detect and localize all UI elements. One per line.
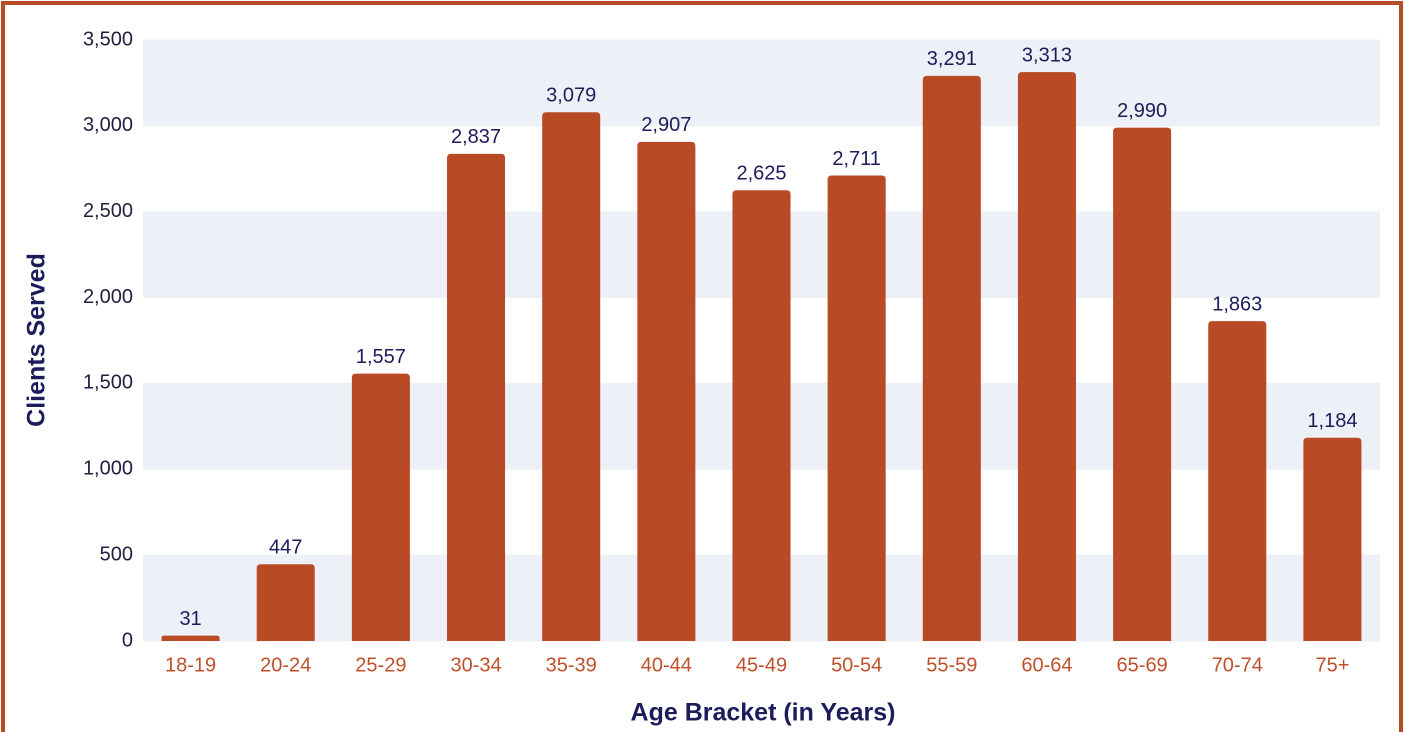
bar xyxy=(827,175,886,641)
y-tick-label: 0 xyxy=(122,629,133,651)
value-label: 447 xyxy=(269,537,302,559)
x-tick-label: 20-24 xyxy=(260,654,311,676)
value-label: 3,079 xyxy=(546,85,596,107)
bar xyxy=(542,112,601,641)
y-tick-label: 2,500 xyxy=(83,200,133,222)
value-label: 2,990 xyxy=(1117,100,1167,122)
value-label: 2,711 xyxy=(832,148,881,170)
x-tick-label: 70-74 xyxy=(1212,654,1263,676)
x-tick-label: 75+ xyxy=(1315,654,1349,676)
x-axis-title: Age Bracket (in Years) xyxy=(631,699,896,727)
value-label: 2,625 xyxy=(736,163,786,185)
x-tick-label: 45-49 xyxy=(736,654,787,676)
x-tick-label: 35-39 xyxy=(546,654,597,676)
value-label: 1,184 xyxy=(1307,410,1357,432)
bar xyxy=(1208,321,1267,641)
x-tick-label: 60-64 xyxy=(1021,654,1072,676)
value-label: 1,863 xyxy=(1212,293,1262,315)
x-tick-label: 55-59 xyxy=(926,654,977,676)
y-tick-label: 2,000 xyxy=(83,286,133,308)
value-label: 2,907 xyxy=(641,114,691,136)
y-axis-title: Clients Served xyxy=(23,253,51,427)
x-tick-label: 30-34 xyxy=(450,654,501,676)
x-tick-label: 40-44 xyxy=(641,654,692,676)
bar xyxy=(161,635,220,641)
grid-band xyxy=(143,40,1380,126)
value-label: 1,557 xyxy=(356,346,406,368)
x-tick-label: 50-54 xyxy=(831,654,882,676)
bar xyxy=(1017,72,1076,641)
bar xyxy=(1303,437,1362,641)
bar xyxy=(732,190,791,641)
y-tick-label: 1,000 xyxy=(83,458,133,480)
bar xyxy=(351,373,410,641)
bar xyxy=(256,564,315,641)
y-tick-label: 3,500 xyxy=(83,28,133,50)
value-label: 3,291 xyxy=(927,48,977,70)
y-tick-label: 500 xyxy=(100,543,133,565)
y-tick-label: 1,500 xyxy=(83,372,133,394)
value-label: 31 xyxy=(179,608,201,630)
bar xyxy=(1113,127,1172,642)
value-label: 2,837 xyxy=(451,126,501,148)
y-tick-label: 3,000 xyxy=(83,114,133,136)
x-tick-label: 18-19 xyxy=(165,654,216,676)
bar xyxy=(447,153,506,642)
x-tick-label: 25-29 xyxy=(355,654,406,676)
x-tick-label: 65-69 xyxy=(1117,654,1168,676)
bar xyxy=(922,75,981,641)
value-label: 3,313 xyxy=(1022,44,1072,66)
bar xyxy=(637,141,696,641)
